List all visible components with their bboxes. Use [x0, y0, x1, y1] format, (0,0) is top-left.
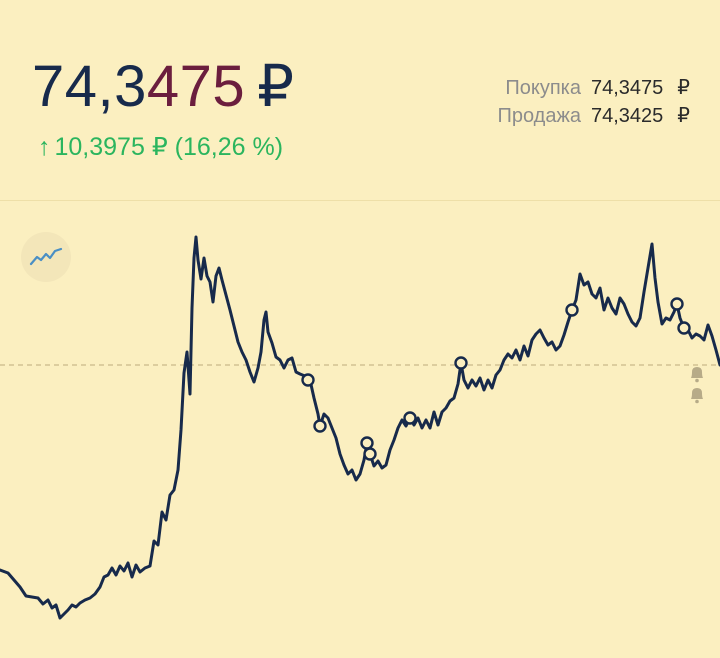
price-currency: ₽ — [257, 54, 295, 119]
bell-icon[interactable] — [691, 388, 703, 404]
quote-buy-value: 74,3475 — [590, 77, 664, 99]
chart-marker[interactable] — [565, 303, 579, 317]
price-chart[interactable] — [0, 200, 720, 658]
arrow-up-icon: ↑ — [38, 133, 51, 161]
quote-sell-value: 74,3425 — [590, 105, 664, 127]
chart-marker[interactable] — [363, 447, 377, 461]
quote-buy: Покупка 74,3475 ₽ — [497, 74, 690, 102]
price-line-series — [0, 235, 720, 620]
chart-marker[interactable] — [670, 297, 684, 311]
current-price: 74,3475 ₽ — [32, 52, 295, 122]
quote-sell: Продажа 74,3425 ₽ — [497, 102, 690, 130]
quote-sell-label: Продажа — [497, 105, 581, 127]
price-lead: 74,3 — [32, 54, 147, 119]
chart-type-button[interactable] — [21, 232, 71, 282]
quote-buy-label: Покупка — [505, 77, 581, 99]
price-change: ↑ 10,3975 ₽ (16,26 %) — [38, 132, 283, 162]
price-change-value: 10,3975 ₽ (16,26 %) — [54, 133, 284, 161]
chart-line-icon — [29, 247, 63, 266]
quote-sell-currency: ₽ — [677, 105, 690, 127]
chart-marker[interactable] — [301, 373, 315, 387]
price-accent-digits: 475 — [146, 54, 246, 119]
buy-sell-quotes: Покупка 74,3475 ₽ Продажа 74,3425 ₽ — [497, 74, 690, 130]
quote-buy-currency: ₽ — [677, 77, 690, 99]
chart-marker[interactable] — [313, 419, 327, 433]
chart-marker[interactable] — [403, 411, 417, 425]
bell-icon[interactable] — [691, 367, 703, 383]
chart-marker[interactable] — [454, 356, 468, 370]
header-divider — [0, 200, 720, 201]
chart-marker[interactable] — [360, 436, 374, 450]
chart-marker[interactable] — [677, 321, 691, 335]
